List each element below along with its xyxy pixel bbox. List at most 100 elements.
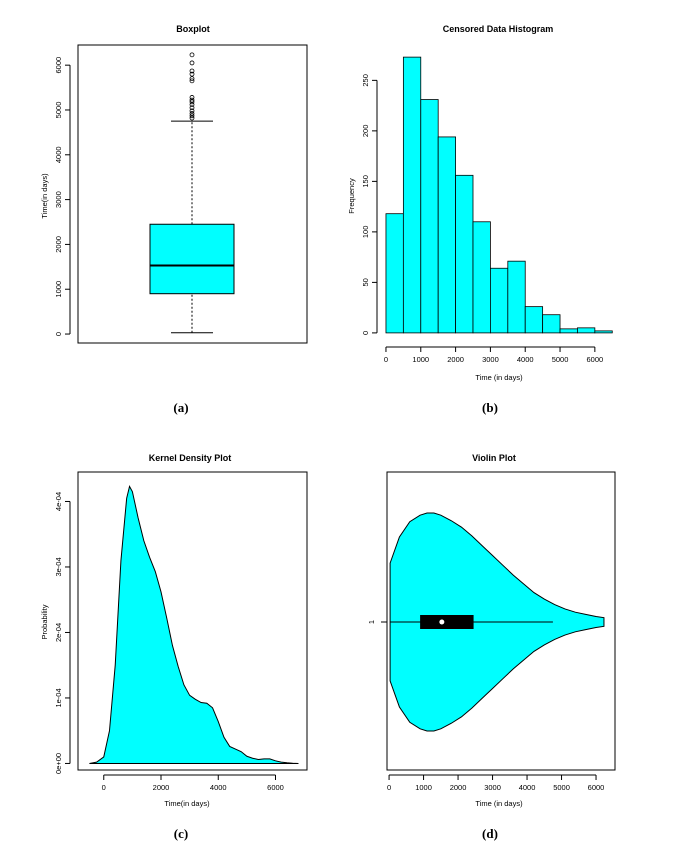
- y-axis: 1: [367, 620, 387, 624]
- histogram-panel: Censored Data Histogram 0 1000 2000 3000 400…: [347, 24, 613, 415]
- x-tick-label: 6000: [588, 783, 605, 792]
- y-tick-label: 250: [361, 74, 370, 87]
- x-axis-label: Time(in days): [164, 799, 210, 808]
- panel-caption-b: (b): [482, 400, 498, 415]
- plot-frame: [386, 471, 616, 771]
- x-tick-label: 6000: [267, 783, 284, 792]
- x-tick-label: 0: [102, 783, 106, 792]
- histogram-bar: [507, 260, 526, 334]
- y-tick-label: 1000: [54, 281, 63, 298]
- x-tick-label: 1000: [415, 783, 432, 792]
- y-tick-label: 1e-04: [54, 688, 63, 707]
- outlier-point: [189, 76, 195, 82]
- x-axis-label: Time (in days): [475, 799, 523, 808]
- x-axis: 0 1000 2000 3000 4000 5000 6000: [384, 346, 604, 364]
- outlier-point: [189, 102, 195, 107]
- y-axis: 0 1000 2000 3000 4000 5000 6000: [54, 57, 71, 336]
- panel-caption-a: (a): [173, 400, 188, 415]
- x-tick-label: 0: [387, 783, 391, 792]
- chart-title: Kernel Density Plot: [149, 453, 232, 463]
- y-tick-label: 3000: [54, 191, 63, 208]
- x-tick-label: 4000: [517, 355, 534, 364]
- histogram-bar: [402, 56, 422, 334]
- outlier-point: [189, 52, 195, 58]
- violin-iqr-box: [420, 615, 474, 629]
- y-tick-label: 4e-04: [54, 492, 63, 511]
- y-tick-label: 50: [361, 278, 370, 286]
- violin-panel: Violin Plot 0 1000 2000 3000 4000 5000 6000 1 …: [367, 453, 616, 841]
- x-tick-label: 4000: [519, 783, 536, 792]
- y-tick-label: 0: [361, 331, 370, 335]
- x-tick-label: 2000: [447, 355, 464, 364]
- iqr-box: [149, 223, 235, 295]
- y-tick-label: 4000: [54, 146, 63, 163]
- boxplot-panel: Boxplot 0 1000 2000 3000 4000 5000 6000 Time(i…: [40, 24, 308, 415]
- outlier-point: [189, 108, 195, 114]
- x-tick-label: 0: [384, 355, 388, 364]
- outlier-point: [189, 99, 195, 105]
- x-tick-label: 1000: [412, 355, 429, 364]
- histogram-bar: [472, 221, 491, 334]
- x-tick-label: 5000: [552, 355, 569, 364]
- histogram-bar: [524, 306, 544, 334]
- y-tick-label: 200: [361, 125, 370, 138]
- outlier-point: [189, 68, 195, 74]
- plot-frame: [77, 44, 308, 344]
- outlier-point: [189, 97, 195, 103]
- outlier-point: [189, 71, 195, 77]
- y-tick-label: 5000: [54, 102, 63, 119]
- outlier-point: [189, 113, 195, 119]
- histogram-bar: [542, 314, 561, 334]
- y-axis-label: Frequency: [347, 178, 356, 214]
- y-tick-label: 6000: [54, 57, 63, 74]
- outlier-point: [189, 95, 195, 100]
- y-tick-label: 3e-04: [54, 557, 63, 576]
- panel-caption-d: (d): [482, 826, 498, 841]
- x-tick-label: 2000: [450, 783, 467, 792]
- chart-title: Censored Data Histogram: [443, 24, 554, 34]
- y-axis-label: Probability: [40, 604, 49, 639]
- boxplot-marks: [149, 52, 235, 334]
- outlier-point: [189, 78, 195, 84]
- y-tick-label: 100: [361, 226, 370, 239]
- panel-caption-c: (c): [174, 826, 188, 841]
- plot-frame: [77, 471, 308, 771]
- outlier-point: [189, 60, 195, 66]
- y-tick-label: 150: [361, 175, 370, 188]
- y-axis: 0 50 100 150 200 250: [361, 74, 378, 335]
- histogram-bar: [490, 267, 509, 334]
- y-tick-label: 0: [54, 332, 63, 336]
- x-axis: 0 1000 2000 3000 4000 5000 6000: [387, 774, 605, 792]
- density-curve: [89, 485, 299, 764]
- outlier-point: [189, 105, 195, 111]
- y-tick-label: 1: [367, 620, 376, 624]
- histogram-bar: [559, 328, 578, 334]
- x-tick-label: 2000: [153, 783, 170, 792]
- x-axis: 0 2000 4000 6000: [102, 774, 284, 792]
- x-tick-label: 3000: [484, 783, 501, 792]
- x-tick-label: 4000: [210, 783, 227, 792]
- kernel-density-panel: Kernel Density Plot 0 2000 4000 6000 0e+00 1…: [40, 453, 308, 841]
- x-axis-label: Time (in days): [475, 373, 523, 382]
- x-tick-label: 6000: [587, 355, 604, 364]
- chart-title: Violin Plot: [472, 453, 516, 463]
- y-axis-label: Time(in days): [40, 173, 49, 219]
- violin-body: [389, 512, 605, 732]
- histogram-bars: [385, 56, 613, 334]
- y-axis: 0e+00 1e-04 2e-04 3e-04 4e-04: [54, 492, 71, 774]
- histogram-bar: [420, 99, 439, 334]
- violin-median-dot: [439, 619, 445, 625]
- outlier-point: [189, 111, 195, 116]
- histogram-bar: [455, 174, 474, 334]
- y-tick-label: 2e-04: [54, 623, 63, 642]
- x-tick-label: 5000: [553, 783, 570, 792]
- y-tick-label: 0e+00: [54, 753, 63, 774]
- histogram-bar: [594, 330, 613, 334]
- x-tick-label: 3000: [482, 355, 499, 364]
- outlier-point: [189, 115, 195, 121]
- chart-title: Boxplot: [176, 24, 210, 34]
- histogram-bar: [577, 327, 596, 334]
- y-tick-label: 2000: [54, 236, 63, 253]
- histogram-bar: [385, 213, 404, 334]
